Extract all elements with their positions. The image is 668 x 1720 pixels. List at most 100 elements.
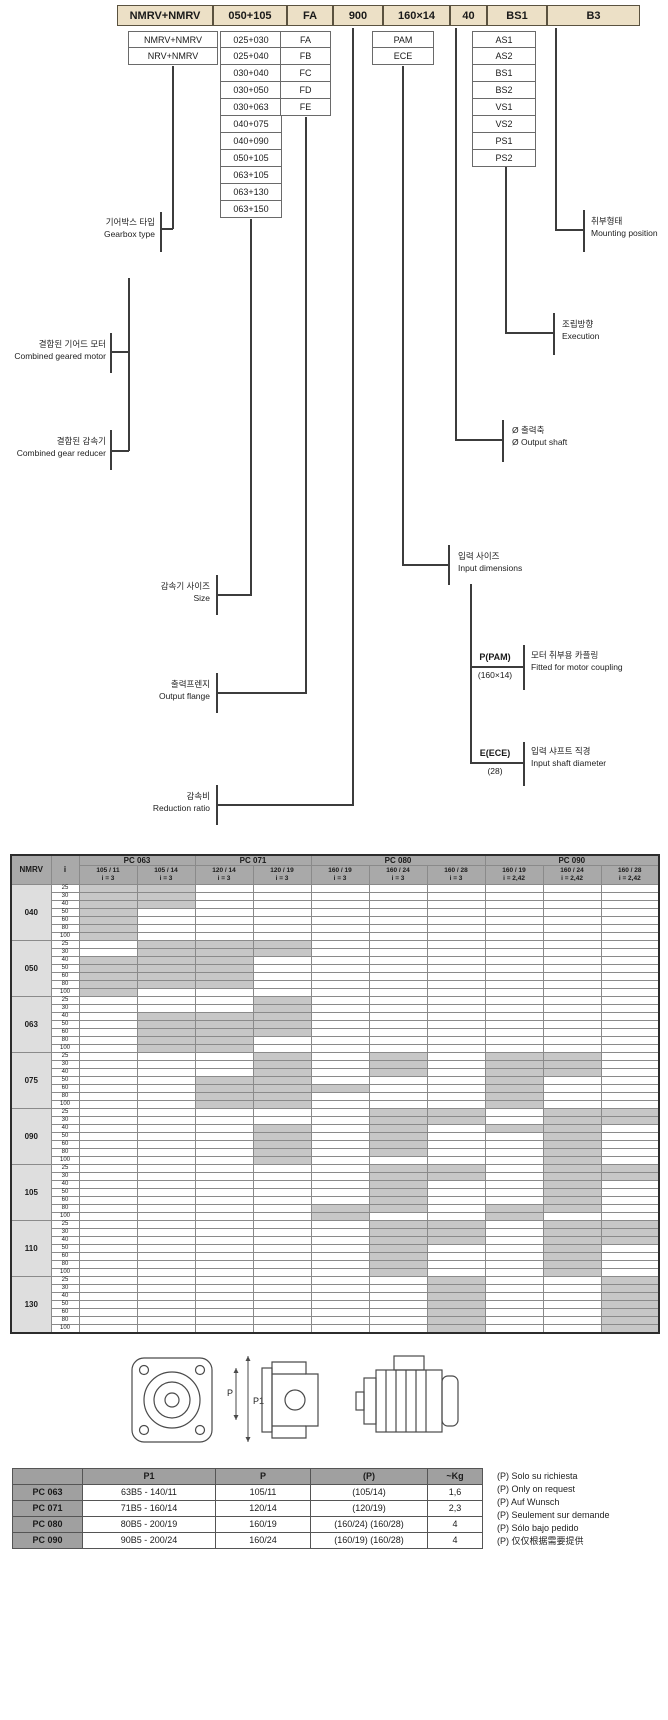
matrix-cell [136,1227,196,1237]
matrix-subheader-line: i = 2,42 [561,874,583,882]
matrix-cell [600,995,660,1005]
pam-code-value: (160×14) [477,670,513,680]
matrix-cell [484,1179,544,1189]
matrix-cell-available [194,963,254,973]
matrix-cell [426,1051,486,1061]
bracket-tick [553,313,555,355]
matrix-cell [368,1091,428,1101]
matrix-cell [426,947,486,957]
matrix-cell [310,1243,370,1253]
matrix-cell [310,1067,370,1077]
code-box-flange: FA [287,5,333,26]
matrix-cell [426,1187,486,1197]
matrix-cell [426,1011,486,1021]
matrix-cell [426,923,486,933]
matrix-i-value: 50 [50,1019,80,1029]
dimension-table-header [12,1467,83,1485]
dimension-value: (160/24) (160/28) [310,1515,428,1533]
matrix-cell [136,1163,196,1173]
dimension-label-p1: P1 [253,1396,264,1406]
matrix-cell [542,891,602,901]
matrix-cell [368,1099,428,1109]
matrix-cell [194,1291,254,1301]
matrix-i-value: 40 [50,955,80,965]
matrix-cell [600,1043,660,1053]
footnote-line: (P) Auf Wunsch [497,1496,560,1507]
matrix-cell [484,1251,544,1261]
matrix-cell [78,1155,138,1165]
matrix-i-value: 60 [50,1139,80,1149]
matrix-i-value: 50 [50,1187,80,1197]
matrix-i-value: 80 [50,1203,80,1213]
matrix-cell [136,1235,196,1245]
matrix-cell [368,1011,428,1021]
matrix-cell [484,1139,544,1149]
matrix-cell [310,1059,370,1069]
dimension-row-label: PC 080 [12,1515,83,1533]
matrix-cell [426,1243,486,1253]
matrix-i-value: 60 [50,915,80,925]
callout-reduction-ratio: 감속비 Reduction ratio [95,791,210,815]
matrix-cell [310,1115,370,1125]
matrix-cell [78,1307,138,1317]
matrix-cell-available [368,1259,428,1269]
matrix-cell-available [542,1235,602,1245]
matrix-cell-available [194,947,254,957]
matrix-cell-available [368,1187,428,1197]
footnotes: (P) Solo su richiesta (P) Only on request… [497,1468,610,1548]
callout-output-flange-en: Output flange [158,690,210,701]
matrix-subheader: 160 / 19 i = 3 [310,865,370,885]
matrix-cell [600,955,660,965]
matrix-i-value: 50 [50,1131,80,1141]
matrix-subheader-line: i = 3 [159,874,173,882]
matrix-cell [368,1155,428,1165]
matrix-i-value: 25 [50,1051,80,1061]
matrix-subheader-line: 160 / 28 [444,867,468,874]
matrix-cell [484,1299,544,1309]
leader-line [555,28,557,231]
matrix-cell [310,931,370,941]
matrix-cell [136,923,196,933]
matrix-group-label: 040 [10,883,52,941]
matrix-i-value: 100 [50,1267,80,1277]
matrix-cell [310,1011,370,1021]
matrix-cell [484,1043,544,1053]
matrix-cell [194,1259,254,1269]
matrix-cell [600,1019,660,1029]
matrix-cell [252,1043,312,1053]
matrix-cell [542,939,602,949]
matrix-cell [542,947,602,957]
matrix-cell [368,931,428,941]
matrix-cell [600,1011,660,1021]
matrix-cell-available [368,1163,428,1173]
matrix-i-value: 25 [50,1219,80,1229]
matrix-i-value: 80 [50,923,80,933]
matrix-cell [368,899,428,909]
matrix-cell-available [368,1115,428,1125]
matrix-cell-available [484,1083,544,1093]
matrix-cell [484,1323,544,1334]
matrix-cell [368,995,428,1005]
matrix-cell [194,995,254,1005]
callout-execution-ko: 조립방향 [562,319,594,329]
leader-line [470,584,472,764]
bracket-line [110,351,129,353]
code-box-size: 050+105 [213,5,287,26]
matrix-cell-available [136,1043,196,1053]
matrix-i-value: 40 [50,1179,80,1189]
matrix-cell [542,1099,602,1109]
bracket-line [455,439,503,441]
matrix-cell [368,1027,428,1037]
matrix-cell [194,923,254,933]
matrix-cell [136,1139,196,1149]
matrix-subheader: 120 / 14 i = 3 [194,865,254,885]
footnote-line: (P) Seulement sur demande [497,1509,610,1520]
callout-reduction-ratio-en: Reduction ratio [152,802,210,813]
matrix-subheader-line: i = 2,42 [503,874,525,882]
matrix-cell-available [426,1283,486,1293]
matrix-subheader-line: 120 / 14 [212,867,236,874]
matrix-cell [484,1011,544,1021]
matrix-subheader: 160 / 28 i = 2,42 [600,865,660,885]
matrix-cell [78,1051,138,1061]
matrix-cell [252,1259,312,1269]
